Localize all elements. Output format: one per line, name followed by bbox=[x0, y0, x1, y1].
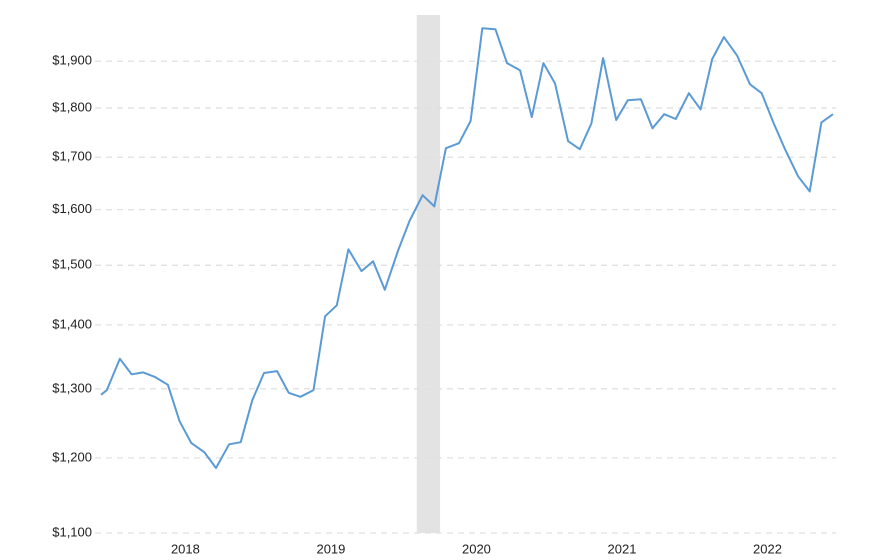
x-tick-label: 2019 bbox=[316, 541, 345, 556]
y-tick-label: $1,200 bbox=[52, 449, 92, 464]
y-tick-label: $1,300 bbox=[52, 380, 92, 395]
x-tick-label: 2020 bbox=[462, 541, 491, 556]
price-line bbox=[100, 27, 834, 469]
y-tick-label: $1,700 bbox=[52, 149, 92, 164]
x-tick-label: 2018 bbox=[171, 541, 200, 556]
y-tick-label: $1,100 bbox=[52, 524, 92, 539]
recession-band bbox=[416, 15, 441, 533]
y-tick-label: $1,400 bbox=[52, 316, 92, 331]
y-tick-label: $1,500 bbox=[52, 257, 92, 272]
y-tick-label: $1,900 bbox=[52, 53, 92, 68]
y-tick-label: $1,800 bbox=[52, 99, 92, 114]
x-tick-label: 2022 bbox=[753, 541, 782, 556]
y-tick-label: $1,600 bbox=[52, 201, 92, 216]
x-tick-label: 2021 bbox=[608, 541, 637, 556]
